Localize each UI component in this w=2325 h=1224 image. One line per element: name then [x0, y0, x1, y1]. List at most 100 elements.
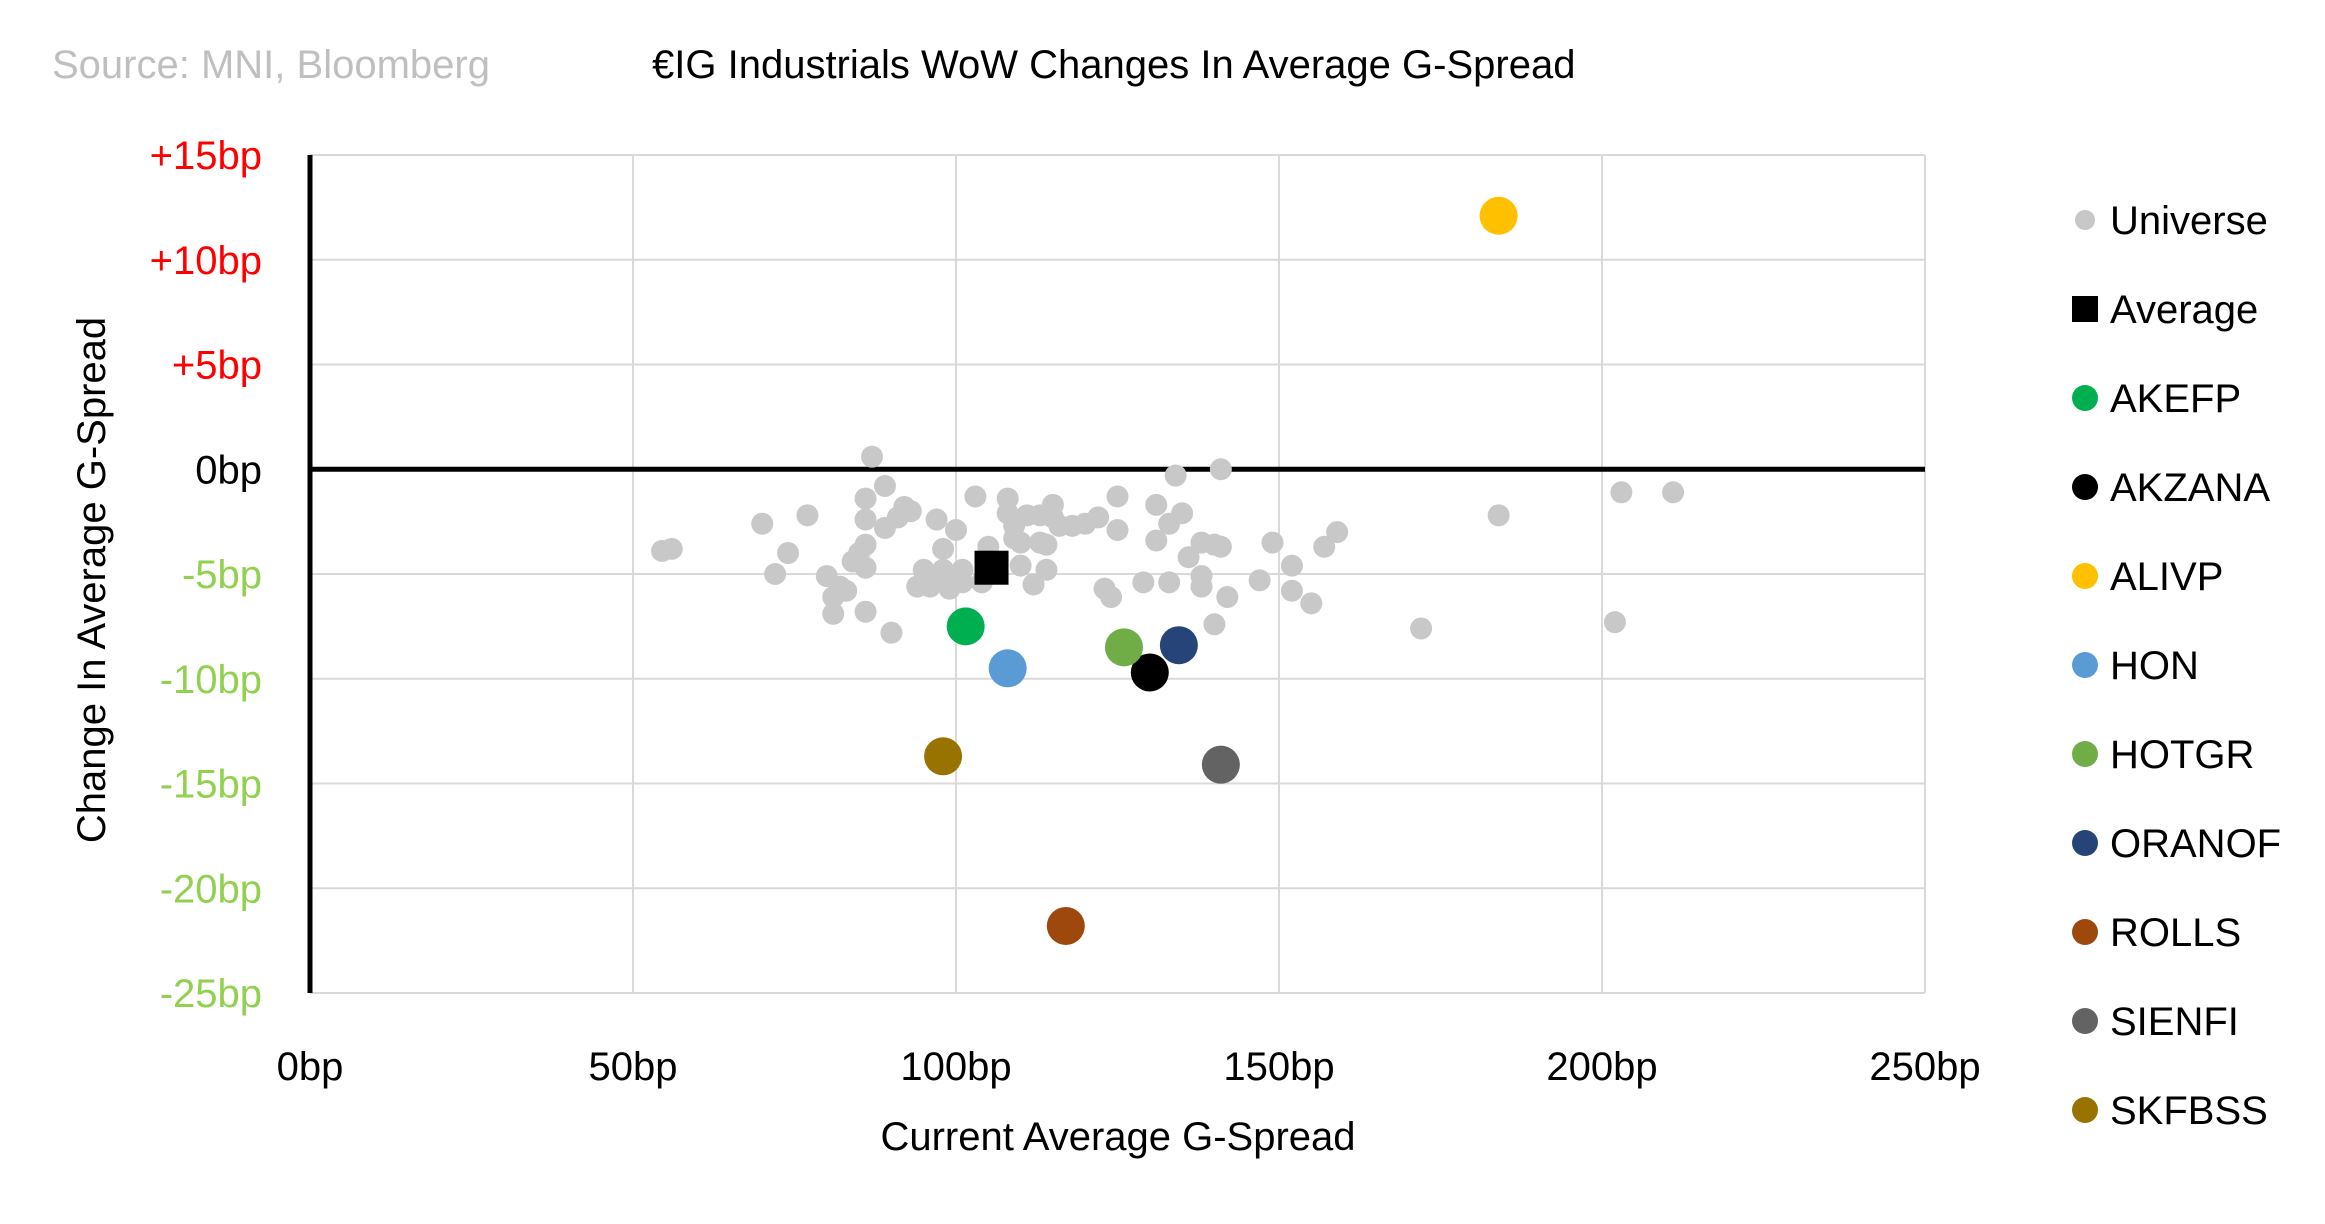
universe-point-64: [1145, 493, 1168, 516]
universe-point-72: [1190, 575, 1213, 598]
x-tick-label-1: 50bp: [589, 1045, 678, 1089]
legend-label-skfbss: SKFBSS: [2110, 1089, 2268, 1133]
y-tick-label-4: -5bp: [182, 553, 262, 597]
y-tick-label-5: -10bp: [160, 658, 262, 702]
universe-point-19: [873, 475, 896, 498]
universe-point-68: [1164, 464, 1187, 487]
legend-marker-oranof: [2072, 830, 2098, 856]
universe-point-2: [751, 512, 774, 535]
universe-point-13: [854, 533, 877, 556]
point-akzana: [1130, 653, 1169, 692]
legend-label-oranof: ORANOF: [2110, 822, 2281, 866]
universe-point-76: [1209, 458, 1232, 481]
gridlines: [310, 154, 1926, 994]
universe-point-78: [1216, 586, 1239, 609]
point-hotgr: [1104, 628, 1143, 667]
x-tick-label-3: 150bp: [1223, 1045, 1334, 1089]
universe-point-29: [925, 508, 948, 531]
point-hon: [988, 649, 1027, 688]
universe-point-87: [1487, 504, 1510, 527]
universe-point-80: [1261, 531, 1284, 554]
y-tick-label-8: -25bp: [160, 972, 262, 1016]
legend-label-average: Average: [2110, 288, 2258, 332]
universe-point-24: [899, 500, 922, 523]
x-tick-label-4: 200bp: [1546, 1045, 1657, 1089]
y-tick-label-6: -15bp: [160, 763, 262, 807]
y-tick-label-2: +5bp: [172, 344, 262, 388]
universe-point-81: [1280, 554, 1303, 577]
legend-marker-sienfi: [2072, 1008, 2098, 1034]
universe-point-51: [1035, 533, 1058, 556]
universe-point-79: [1248, 569, 1271, 592]
legend-marker-skfbss: [2072, 1097, 2098, 1123]
chart-title: €IG Industrials WoW Changes In Average G…: [652, 43, 1575, 87]
point-skfbss: [924, 737, 963, 776]
y-tick-label-7: -20bp: [160, 867, 262, 911]
legend-marker-hotgr: [2072, 741, 2098, 767]
legend-marker-average: [2072, 296, 2098, 322]
x-tick-label-2: 100bp: [900, 1045, 1011, 1089]
universe-point-10: [835, 579, 858, 602]
universe-point-60: [1100, 586, 1123, 609]
legend-label-hotgr: HOTGR: [2110, 733, 2254, 777]
universe-point-85: [1326, 521, 1349, 544]
universe-point-48: [1022, 573, 1045, 596]
source-note: Source: MNI, Bloomberg: [52, 43, 490, 87]
universe-point-45: [1009, 531, 1032, 554]
universe-point-82: [1280, 579, 1303, 602]
legend-label-akzana: AKZANA: [2110, 466, 2270, 510]
tick-labels: +15bp +10bp +5bp 0bp -5bp -10bp -15bp -20bp -25b…: [150, 134, 1981, 1089]
universe-point-5: [796, 504, 819, 527]
legend-label-alivp: ALIVP: [2110, 555, 2223, 599]
legend-marker-rolls: [2072, 919, 2098, 945]
universe-point-69: [1171, 502, 1194, 525]
universe-point-38: [964, 485, 987, 508]
legend-marker-hon: [2072, 652, 2098, 678]
universe-point-37: [951, 571, 974, 594]
x-tick-label-0: 0bp: [277, 1045, 344, 1089]
point-oranof: [1159, 626, 1198, 665]
universe-point-58: [1087, 506, 1110, 529]
universe-point-18: [861, 445, 884, 468]
universe-point-34: [945, 519, 967, 542]
legend-label-sienfi: SIENFI: [2110, 1000, 2239, 1044]
legend-marker-alivp: [2072, 563, 2098, 589]
universe-point-1: [660, 537, 683, 560]
universe-point-46: [1009, 554, 1032, 577]
universe-point-75: [1203, 613, 1226, 636]
y-tick-label-3: 0bp: [195, 448, 262, 492]
universe-point-90: [1662, 481, 1685, 504]
legend: Universe Average AKEFP AKZANA ALIVP HON HOTGR O…: [2072, 199, 2281, 1133]
legend-label-universe: Universe: [2110, 199, 2268, 243]
universe-point-89: [1610, 481, 1633, 504]
universe-point-17: [854, 600, 877, 623]
universe-point-62: [1106, 519, 1129, 542]
universe-point-15: [854, 508, 877, 531]
point-average: [974, 550, 1009, 585]
universe-point-16: [854, 556, 877, 579]
x-axis-label: Current Average G-Spread: [880, 1115, 1355, 1159]
point-sienfi: [1201, 745, 1240, 784]
legend-marker-akzana: [2072, 474, 2098, 500]
universe-point-70: [1177, 546, 1200, 569]
universe-point-88: [1603, 611, 1626, 634]
legend-marker-universe: [2075, 210, 2095, 230]
universe-point-21: [880, 621, 903, 644]
universe-point-83: [1300, 592, 1323, 615]
universe-point-61: [1106, 485, 1129, 508]
point-rolls: [1046, 906, 1085, 945]
universe-point-14: [854, 487, 877, 510]
x-tick-label-5: 250bp: [1869, 1045, 1980, 1089]
y-tick-label-1: +10bp: [150, 239, 262, 283]
universe-point-84: [1313, 535, 1336, 558]
universe-point-8: [822, 602, 845, 625]
point-alivp: [1479, 196, 1518, 235]
legend-label-rolls: ROLLS: [2110, 911, 2241, 955]
universe-point-86: [1410, 617, 1433, 640]
universe-point-4: [777, 542, 800, 565]
universe-point-3: [764, 563, 787, 585]
universe-point-65: [1145, 529, 1168, 552]
point-akefp: [946, 607, 985, 646]
